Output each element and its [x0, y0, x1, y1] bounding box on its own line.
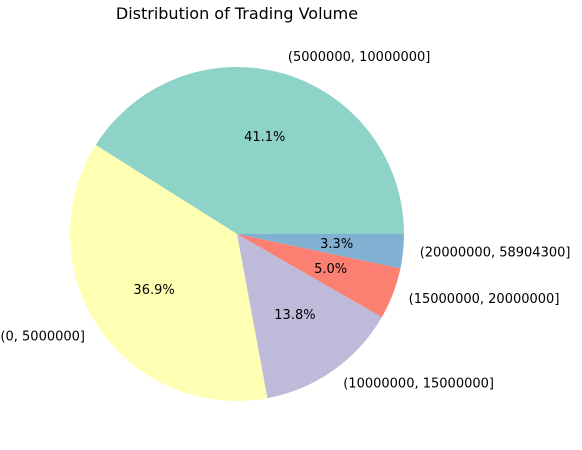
pie-labels: (5000000, 10000000] 41.1% (0, 5000000] 36.9… [0, 50, 570, 391]
chart-title: Distribution of Trading Volume [116, 4, 358, 23]
pie-slice [237, 234, 401, 318]
slice-category-label: (5000000, 10000000] [288, 50, 430, 65]
slice-category-label: (20000000, 58904300] [420, 245, 571, 260]
pie-slice [237, 234, 404, 269]
slice-percent-label: 3.3% [320, 237, 353, 252]
slice-category-label: (10000000, 15000000] [343, 376, 494, 391]
pie-slice [237, 234, 382, 399]
slice-percent-label: 41.1% [244, 130, 285, 145]
pie-slice [95, 67, 405, 234]
slice-category-label: (0, 5000000] [0, 330, 85, 345]
slice-percent-label: 13.8% [274, 308, 315, 323]
slice-category-label: (15000000, 20000000] [409, 292, 560, 307]
slice-percent-label: 5.0% [314, 262, 347, 277]
pie-slices [70, 67, 405, 401]
slice-percent-label: 36.9% [133, 283, 174, 298]
pie-slice [70, 145, 268, 401]
